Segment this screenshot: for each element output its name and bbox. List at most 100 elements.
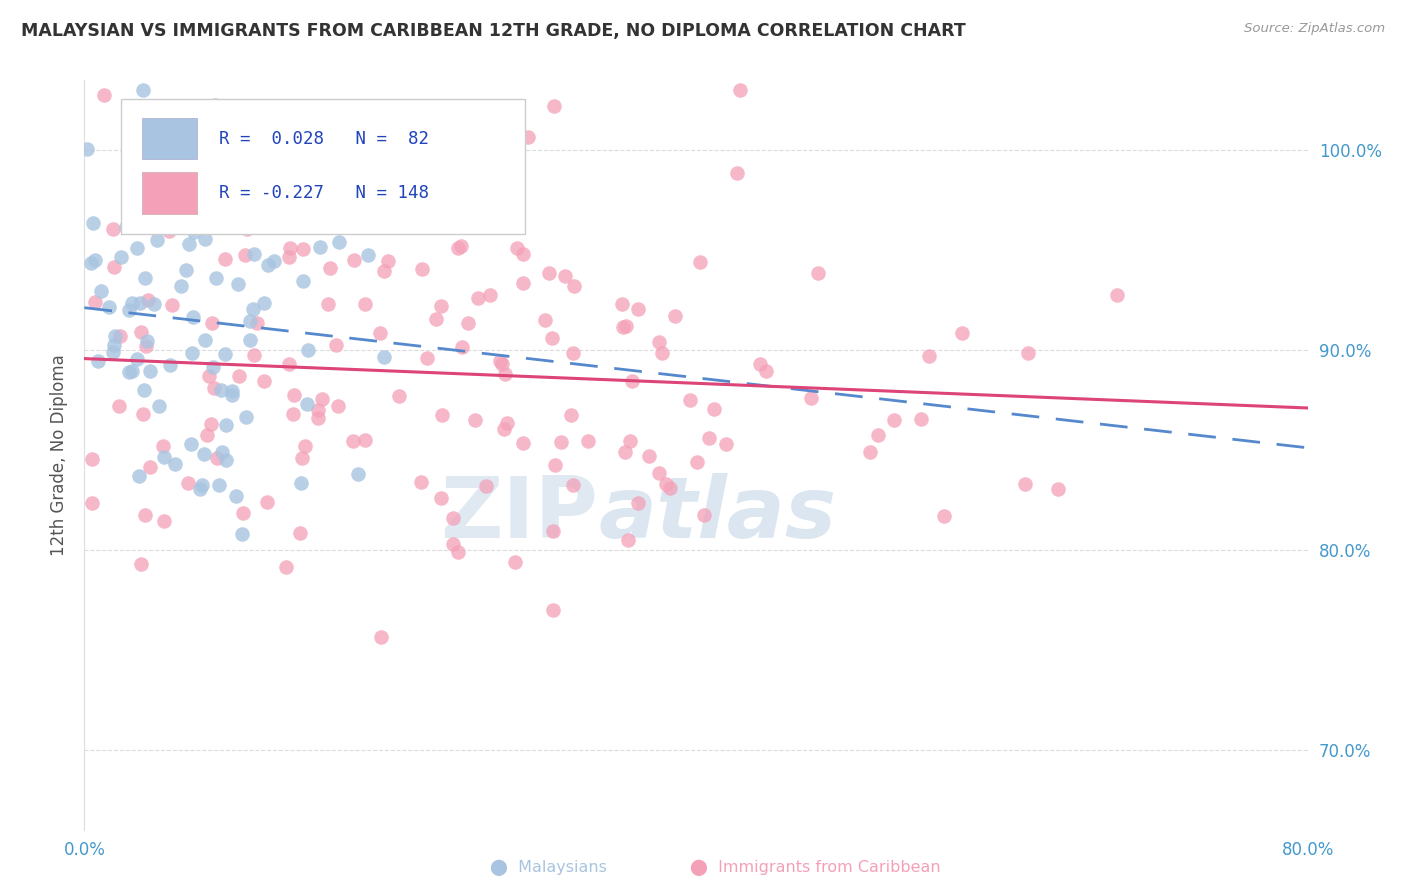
Point xyxy=(294,440,316,454)
Point xyxy=(614,445,637,459)
FancyBboxPatch shape xyxy=(121,99,524,234)
Point xyxy=(283,146,305,161)
Point xyxy=(685,455,707,469)
Point xyxy=(464,413,486,427)
Text: Source: ZipAtlas.com: Source: ZipAtlas.com xyxy=(1244,22,1385,36)
Point xyxy=(190,477,212,491)
Point xyxy=(204,97,226,112)
Point xyxy=(128,469,150,483)
Point xyxy=(307,403,329,417)
Point xyxy=(290,475,312,490)
Point xyxy=(415,351,437,365)
Point xyxy=(193,447,215,461)
Point xyxy=(467,291,489,305)
Point xyxy=(115,220,138,235)
Point xyxy=(121,296,143,310)
Point xyxy=(239,334,262,348)
Point xyxy=(127,351,149,366)
Point xyxy=(200,417,222,432)
Point xyxy=(118,302,141,317)
Text: ⬤  Malaysians: ⬤ Malaysians xyxy=(489,860,607,876)
Point xyxy=(409,475,432,489)
Point xyxy=(288,526,311,541)
Point xyxy=(108,399,131,413)
Point xyxy=(90,284,112,298)
Point xyxy=(659,481,682,495)
Point xyxy=(309,240,332,254)
Point xyxy=(651,346,673,360)
Point xyxy=(725,166,748,180)
Point xyxy=(543,99,565,113)
Point xyxy=(160,298,183,312)
Point xyxy=(242,189,264,203)
Point xyxy=(257,258,280,272)
Point xyxy=(212,215,235,229)
Point xyxy=(129,326,152,340)
Point xyxy=(538,266,561,280)
Point xyxy=(200,171,222,186)
Point xyxy=(103,260,125,275)
Point xyxy=(121,364,143,378)
Point xyxy=(347,467,370,481)
Bar xyxy=(142,172,197,214)
Point xyxy=(1017,345,1039,359)
Point xyxy=(139,460,162,475)
Point xyxy=(87,354,110,368)
Point xyxy=(425,312,447,326)
Point xyxy=(256,495,278,509)
Point xyxy=(101,344,124,359)
Point xyxy=(541,603,564,617)
Point xyxy=(84,294,107,309)
Point xyxy=(457,316,479,330)
Point xyxy=(295,397,318,411)
Point xyxy=(97,301,120,315)
Point xyxy=(139,364,162,378)
Point xyxy=(198,369,221,384)
Point xyxy=(627,301,650,316)
Point xyxy=(108,329,131,343)
Point xyxy=(441,511,464,525)
Point xyxy=(626,496,648,510)
Point xyxy=(311,392,333,406)
Point xyxy=(176,475,198,490)
Point xyxy=(207,451,229,466)
Point xyxy=(211,445,233,459)
Point xyxy=(132,383,155,397)
Point xyxy=(135,334,157,348)
Point xyxy=(354,433,377,447)
Point xyxy=(447,241,470,255)
Point xyxy=(283,388,305,402)
Text: R =  0.028   N =  82: R = 0.028 N = 82 xyxy=(219,129,429,148)
Point xyxy=(475,479,498,493)
Point xyxy=(800,391,823,405)
Point xyxy=(127,241,149,255)
Point xyxy=(307,411,329,425)
Point xyxy=(103,338,125,352)
Point xyxy=(194,333,217,347)
Y-axis label: 12th Grade, No Diploma: 12th Grade, No Diploma xyxy=(51,354,69,556)
Point xyxy=(134,271,156,285)
Point xyxy=(183,225,205,239)
Point xyxy=(638,449,661,463)
Point xyxy=(169,278,191,293)
Point xyxy=(432,408,454,422)
Point xyxy=(619,434,641,449)
Point xyxy=(357,248,380,262)
Point xyxy=(373,350,395,364)
Point xyxy=(174,262,197,277)
Point xyxy=(647,467,669,481)
Point xyxy=(181,184,204,198)
Point xyxy=(142,297,165,311)
Point xyxy=(576,434,599,449)
Point xyxy=(181,310,204,325)
Point xyxy=(430,491,453,506)
Point xyxy=(242,348,264,362)
Point xyxy=(616,318,638,333)
Point xyxy=(479,287,502,301)
Point xyxy=(489,354,512,368)
Point xyxy=(451,340,474,354)
Point xyxy=(342,434,364,449)
Point xyxy=(560,408,582,422)
Point xyxy=(544,458,567,472)
Point xyxy=(104,328,127,343)
